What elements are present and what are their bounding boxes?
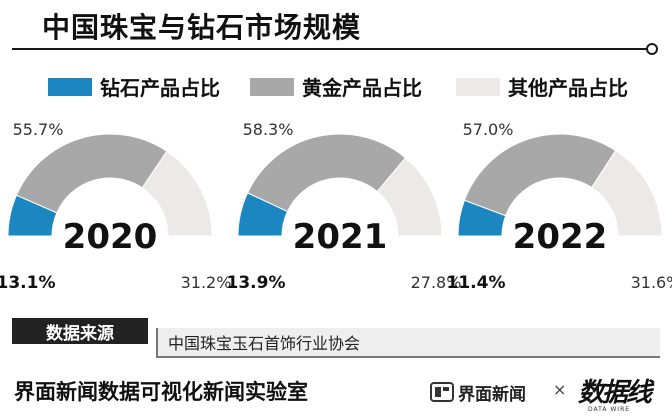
value-label-2021-gold: 58.3% bbox=[243, 120, 294, 139]
slice-2021-other bbox=[376, 157, 443, 237]
slice-2022-gold bbox=[463, 133, 617, 217]
value-label-2020-gold: 55.7% bbox=[13, 120, 64, 139]
legend-label-gold: 黄金产品占比 bbox=[302, 76, 422, 100]
source-text: 中国珠宝玉石首饰行业协会 bbox=[156, 328, 660, 358]
legend-item-gold: 黄金产品占比 bbox=[250, 72, 422, 101]
legend-item-diamond: 钻石产品占比 bbox=[48, 72, 220, 101]
legend: 钻石产品占比 黄金产品占比 其他产品占比 bbox=[0, 72, 672, 102]
value-label-2022-other: 31.6% bbox=[631, 273, 672, 292]
source-bar: 数据来源 中国珠宝玉石首饰行业协会 bbox=[12, 318, 660, 360]
value-label-2022-diamond: 11.4% bbox=[447, 273, 506, 293]
title-rule bbox=[12, 48, 652, 50]
jiemian-logo-icon bbox=[430, 382, 454, 402]
slice-2022-other bbox=[590, 149, 663, 237]
value-label-2021-other: 27.8% bbox=[411, 273, 462, 292]
brand-datawire-logo: 数据线 bbox=[578, 378, 652, 408]
page-title: 中国珠宝与钻石市场规模 bbox=[42, 11, 362, 44]
value-label-2022-gold: 57.0% bbox=[463, 120, 514, 139]
legend-swatch-gold bbox=[250, 77, 294, 96]
footer: 界面新闻数据可视化新闻实验室 界面新闻 × 数据线 DATA WIRE bbox=[0, 372, 672, 416]
brand-times: × bbox=[553, 380, 567, 399]
slice-2020-other bbox=[141, 150, 213, 237]
legend-swatch-other bbox=[456, 77, 500, 96]
source-tag: 数据来源 bbox=[12, 318, 148, 344]
year-label-2020: 2020 bbox=[63, 217, 158, 257]
value-label-2020-other: 31.2% bbox=[181, 273, 232, 292]
slice-2020-gold bbox=[15, 133, 168, 214]
brand-jiemian: 界面新闻 bbox=[458, 385, 526, 405]
value-label-2020-diamond: 13.1% bbox=[0, 273, 55, 293]
legend-swatch-diamond bbox=[48, 77, 92, 96]
year-label-2022: 2022 bbox=[513, 217, 608, 257]
legend-label-diamond: 钻石产品占比 bbox=[100, 76, 220, 100]
half-donut-charts: 2020 13.1% 55.7% 31.2% 2021 13.9% 58.3% 27.8% 20… bbox=[0, 120, 672, 293]
brand-datawire-sub: DATA WIRE bbox=[588, 406, 631, 413]
title-rule-dot bbox=[646, 43, 658, 55]
legend-item-other: 其他产品占比 bbox=[456, 72, 628, 101]
year-label-2021: 2021 bbox=[293, 217, 388, 257]
slice-2021-gold bbox=[246, 133, 407, 213]
legend-label-other: 其他产品占比 bbox=[508, 76, 628, 100]
footer-title: 界面新闻数据可视化新闻实验室 bbox=[14, 380, 308, 404]
value-label-2021-diamond: 13.9% bbox=[227, 273, 286, 293]
